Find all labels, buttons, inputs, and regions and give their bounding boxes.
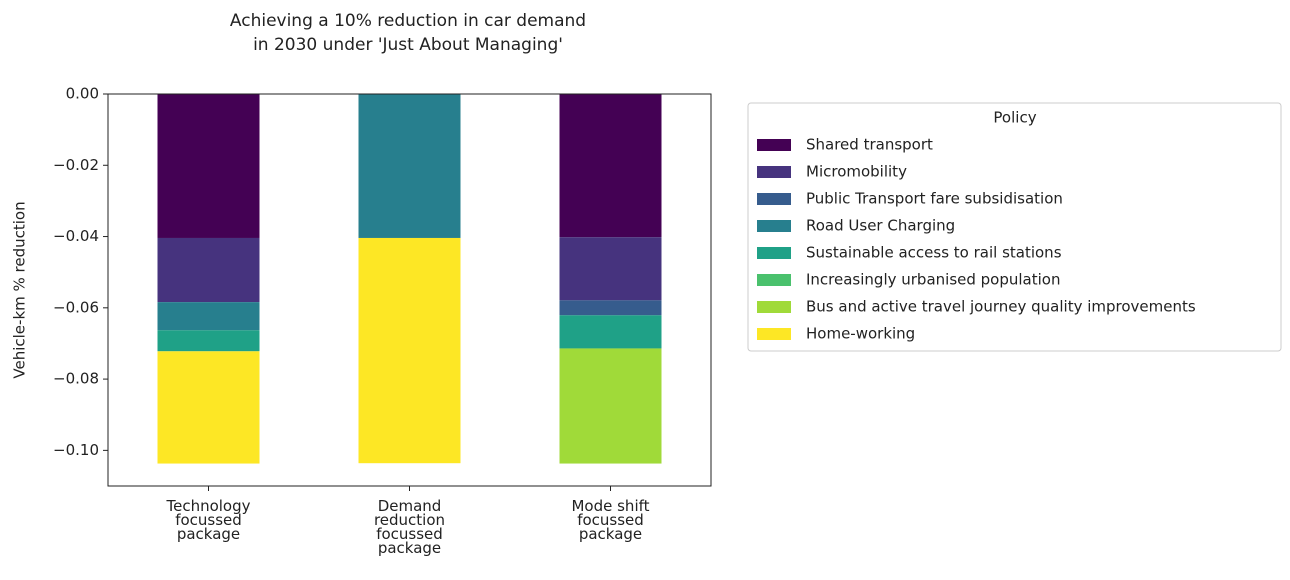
legend-label: Shared transport (806, 136, 933, 154)
legend-swatch (757, 139, 791, 151)
legend-swatch (757, 247, 791, 259)
y-tick-label: −0.04 (53, 227, 99, 245)
y-tick-label: −0.10 (53, 441, 99, 459)
bar-segment (157, 94, 260, 238)
y-tick-label: −0.06 (53, 298, 99, 316)
bar-segment (157, 237, 260, 303)
bar-segment (157, 351, 260, 464)
x-tick-label: Mode shift focussed package (571, 497, 649, 543)
plot-frame (107, 93, 712, 487)
legend-label: Public Transport fare subsidisation (806, 190, 1063, 208)
x-tick-label: Demand reduction focussed package (374, 497, 445, 557)
x-tick-label: Technology focussed package (165, 497, 250, 543)
bar-segment (559, 315, 662, 349)
legend-label: Increasingly urbanised population (806, 271, 1060, 289)
legend-box (747, 102, 1282, 352)
bar-segment (358, 94, 461, 238)
legend-label: Bus and active travel journey quality im… (806, 298, 1196, 316)
bar-segment (157, 302, 260, 331)
legend-label: Road User Charging (806, 217, 955, 235)
y-tick-label: −0.02 (53, 156, 99, 174)
legend-label: Micromobility (806, 163, 907, 181)
legend-title: Policy (993, 109, 1036, 127)
legend-swatch (757, 328, 791, 340)
legend-label: Sustainable access to rail stations (806, 244, 1062, 262)
legend-swatch (757, 274, 791, 286)
legend-label: Home-working (806, 325, 915, 343)
legend-swatch (757, 193, 791, 205)
y-tick-label: −0.08 (53, 370, 99, 388)
legend-swatch (757, 166, 791, 178)
legend-swatch (757, 220, 791, 232)
bar-segment (157, 330, 260, 352)
y-tick-label: 0.00 (66, 85, 99, 103)
bar-segment (559, 94, 662, 238)
bar-segment (559, 300, 662, 316)
bar-segment (559, 237, 662, 301)
legend-swatch (757, 301, 791, 313)
bar-segment (358, 237, 461, 464)
chart-title: Achieving a 10% reduction in car demand i… (230, 11, 586, 55)
bar-segment (559, 348, 662, 464)
y-axis-label: Vehicle-km % reduction (11, 201, 29, 378)
